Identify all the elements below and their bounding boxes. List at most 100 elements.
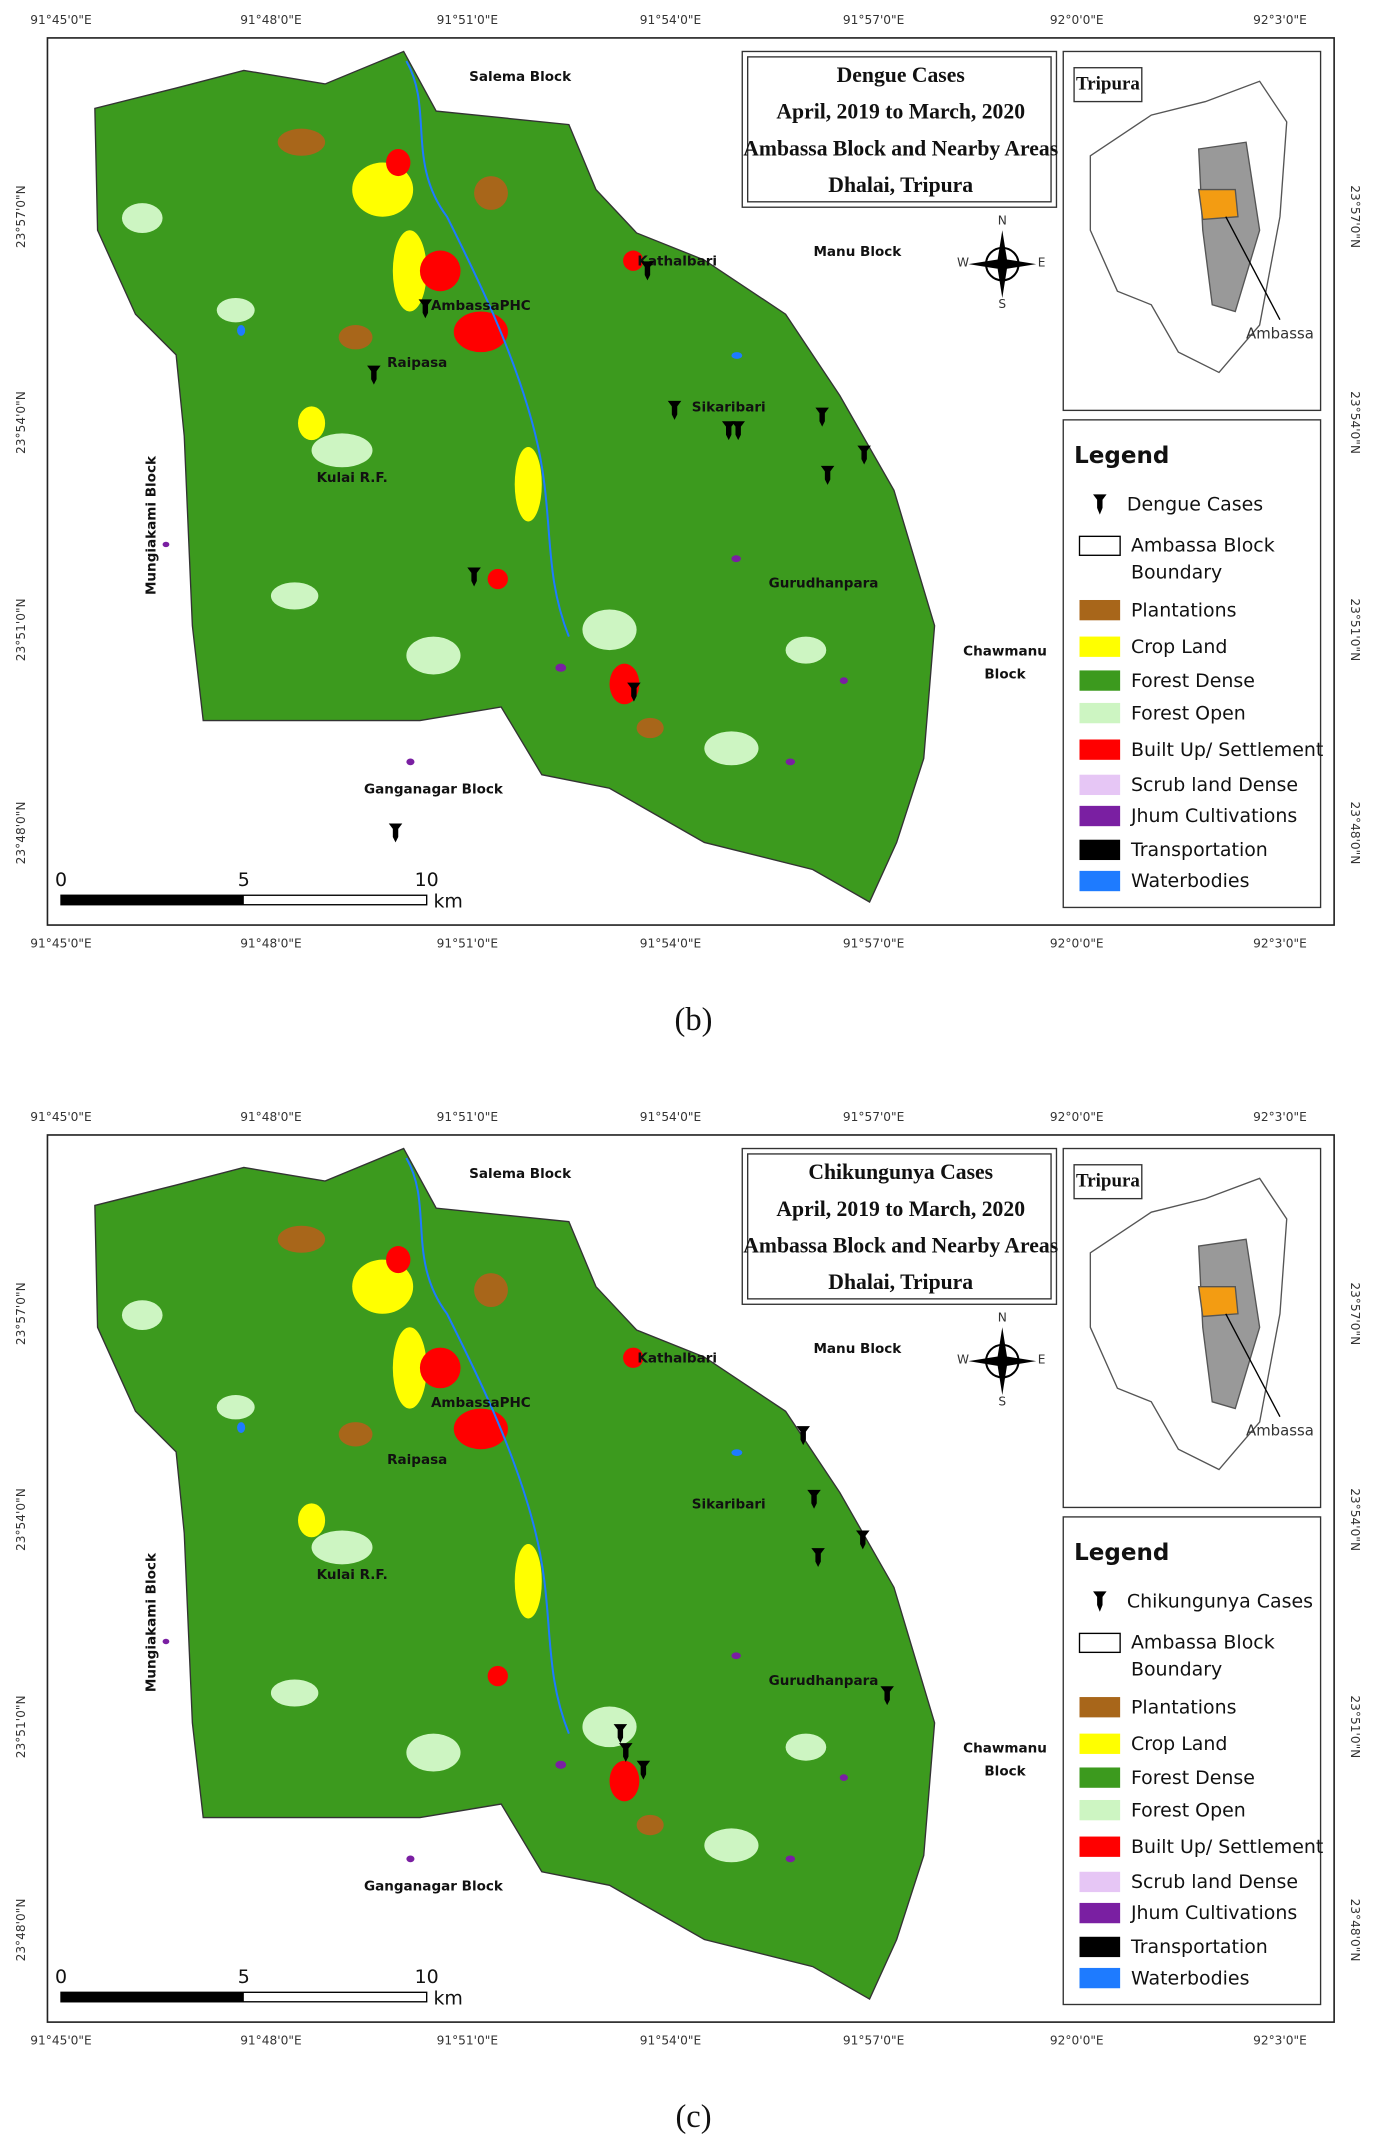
land-cover-patch [237,1422,246,1433]
bottom-coordinate: 91°54'0"E [640,2034,701,2048]
legend-swatch [1079,1767,1121,1788]
top-coordinate: 91°57'0"E [843,1110,904,1124]
compass-letter: N [998,1310,1007,1324]
land-cover-patch [731,555,741,563]
place-label: Raipasa [387,1452,447,1468]
left-coordinate: 23°48'0"N [14,1899,28,1962]
legend-swatch [1079,739,1121,760]
legend-swatch [1079,805,1121,827]
legend-label: Crop Land [1131,636,1227,658]
land-cover-patch [785,1733,827,1761]
legend-label: Plantations [1131,599,1237,621]
scale-unit: km [433,891,462,913]
bottom-coordinate: 91°51'0"E [437,2034,498,2048]
scale-label: 10 [415,869,439,891]
legend-swatch [1079,1871,1121,1893]
left-coordinate: 23°48'0"N [14,802,28,865]
land-cover-patch [785,758,796,766]
bottom-coordinate: 92°3'0"E [1253,937,1307,951]
top-coordinate: 91°54'0"E [640,1110,701,1124]
bottom-coordinate: 91°48'0"E [240,937,301,951]
land-cover-patch [623,1347,644,1368]
place-label: Chawmanu [963,1741,1047,1757]
land-cover-patch [386,148,411,177]
legend-swatch [1079,1902,1121,1924]
left-coordinate: 23°54'0"N [14,1488,28,1551]
inset-label: Ambassa [1246,325,1314,343]
scale-label: 0 [55,1966,67,1988]
scale-bar-fill [60,895,244,905]
case-marker [619,1743,633,1763]
legend-title: Legend [1074,443,1169,469]
place-label: Block [984,666,1026,682]
land-cover-patch [386,1246,411,1274]
case-marker [367,365,381,385]
top-coordinate: 91°51'0"E [437,13,498,27]
place-label: Kulai R.F. [317,1567,388,1583]
title-box [741,1147,1058,1305]
land-cover-patch [216,297,255,323]
block-area [94,50,936,903]
legend-swatch [1079,1733,1121,1754]
place-label: Gurudhanpara [769,576,879,592]
place-label: Kathalbari [637,253,717,269]
ambassa-block [1197,188,1239,221]
case-marker [880,1686,894,1706]
legend-label: Transportation [1130,1936,1268,1958]
panel-caption: (c) [675,2099,711,2135]
right-coordinate: 23°54'0"N [1348,1488,1362,1551]
scale-unit: km [433,1988,462,2010]
top-coordinate: 92°3'0"E [1253,1110,1307,1124]
place-label: Kulai R.F. [317,470,388,486]
case-marker [857,445,871,465]
legend-label: Transportation [1130,839,1268,861]
land-cover-patch [636,1814,664,1836]
land-cover-patch [406,1733,461,1772]
legend-swatch [1079,599,1121,621]
river [405,60,570,637]
left-coordinate: 23°51'0"N [14,598,28,661]
land-cover-patch [704,1828,759,1863]
land-cover-patch [237,325,246,336]
top-coordinate: 91°45'0"E [30,13,91,27]
land-cover-patch [555,1760,567,1769]
inset-label: Ambassa [1246,1422,1314,1440]
case-marker [820,465,835,485]
top-coordinate: 91°51'0"E [437,1110,498,1124]
scale-label: 10 [415,1966,439,1988]
legend-label: Ambassa Block [1131,1631,1275,1653]
map-panel: 91°45'0"E 91°48'0"E 91°51'0"E 91°54'0"E 91°5… [14,1110,1362,2135]
north-arrow-star [968,1327,1037,1396]
land-cover-patch [298,1503,326,1538]
inset-pointer [1225,216,1281,320]
legend-swatch [1079,1936,1121,1958]
land-cover-patch [277,128,326,156]
legend-swatch [1079,774,1121,796]
title-box-inner [746,56,1052,203]
map-title: Ambassa Block and Nearby Areas [743,136,1058,160]
legend-label: Jhum Cultivations [1130,805,1297,827]
land-cover-patch [785,636,827,664]
compass-letter: N [998,213,1007,227]
land-cover-patch [731,1652,741,1660]
compass-letter: E [1038,1352,1046,1366]
case-marker [721,421,736,441]
bottom-coordinate: 91°51'0"E [437,937,498,951]
map-title: April, 2019 to March, 2020 [776,1197,1025,1221]
place-label: AmbassaPHC [431,1395,531,1411]
bottom-coordinate: 92°0'0"E [1050,2034,1104,2048]
left-coordinate: 23°51'0"N [14,1695,28,1758]
inset-title-box [1073,1164,1143,1200]
panel-caption: (b) [675,1002,713,1038]
legend-marker [1093,494,1107,515]
place-label: Chawmanu [963,643,1047,659]
legend-label: Plantations [1131,1696,1237,1718]
block-area [94,1147,936,2001]
dhalai-district [1197,1238,1261,1410]
compass-letter: E [1038,255,1046,269]
legend-label: Forest Dense [1131,1767,1255,1789]
place-label: Manu Block [813,244,902,260]
left-coordinate: 23°57'0"N [14,185,28,248]
inset-title: Tripura [1076,74,1140,95]
